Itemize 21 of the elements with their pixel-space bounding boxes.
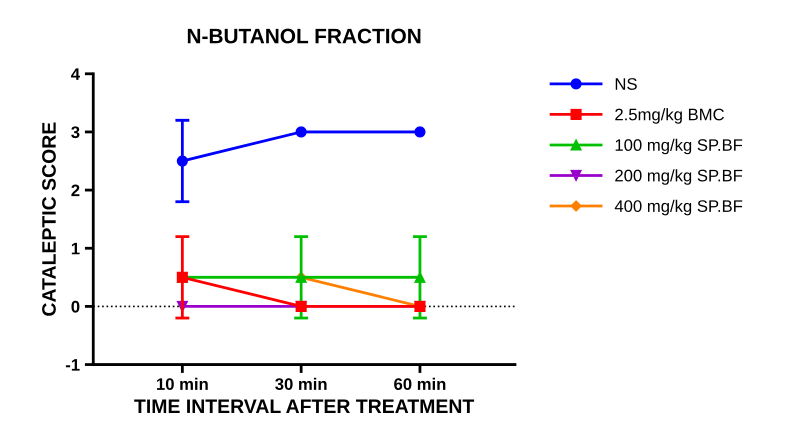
- y-axis-title: CATALEPTIC SCORE: [42, 122, 56, 316]
- point: [414, 126, 426, 138]
- x-tick-label: 30 min: [275, 378, 327, 390]
- legend-label: 400 mg/kg SP.BF: [614, 200, 742, 216]
- legend-label: 200 mg/kg SP.BF: [615, 169, 742, 185]
- x-tick-label: 10 min: [157, 378, 208, 390]
- y-tick-label: 2: [71, 184, 80, 196]
- chart-title: N-BUTANOL FRACTION: [188, 28, 420, 44]
- x-axis-title: TIME INTERVAL AFTER TREATMENT: [134, 400, 474, 413]
- point: [176, 155, 188, 167]
- y-tick-label: -1: [66, 359, 80, 371]
- y-tick-label: 4: [71, 68, 80, 80]
- legend-label: 2.5mg/kg BMC: [615, 108, 724, 124]
- x-tick-label: 60 min: [394, 378, 446, 390]
- legend-label: 100 mg/kg SP.BF: [616, 138, 742, 154]
- point: [414, 272, 426, 283]
- y-tick-label: 0: [71, 300, 80, 313]
- point: [296, 126, 307, 138]
- legend-label: NS: [616, 78, 637, 90]
- y-tick-label: 1: [72, 242, 80, 254]
- y-tick-label: 3: [71, 126, 80, 138]
